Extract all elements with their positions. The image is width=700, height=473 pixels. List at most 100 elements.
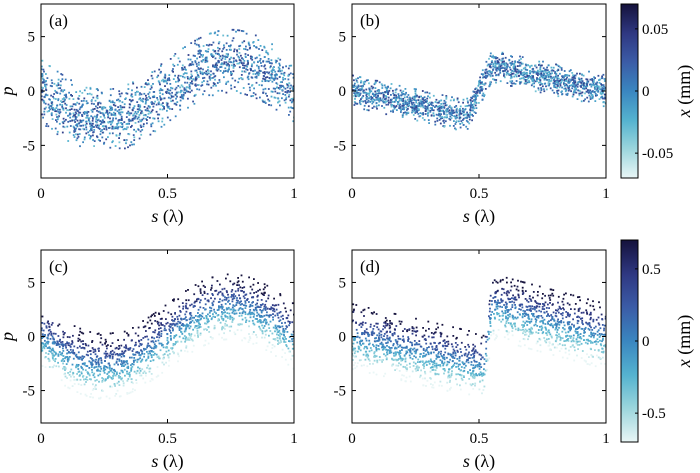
scatter-point <box>122 128 125 131</box>
scatter-point <box>207 300 210 303</box>
scatter-point <box>131 109 134 112</box>
scatter-point <box>286 84 289 86</box>
scatter-point <box>176 352 179 354</box>
scatter-point <box>123 127 126 130</box>
scatter-point <box>91 389 94 391</box>
scatter-point <box>41 59 44 62</box>
scatter-point <box>150 125 153 128</box>
scatter-point <box>135 130 137 133</box>
scatter-point <box>53 93 55 95</box>
scatter-point <box>260 292 263 295</box>
scatter-point <box>98 128 101 130</box>
scatter-point <box>397 93 400 95</box>
scatter-point <box>240 77 242 79</box>
scatter-point <box>423 99 426 102</box>
scatter-point <box>461 112 464 115</box>
scatter-point <box>101 377 104 379</box>
scatter-point <box>418 96 421 99</box>
scatter-point <box>271 304 274 306</box>
scatter-point <box>72 372 75 375</box>
scatter-point <box>238 302 241 305</box>
scatter-point <box>501 51 504 54</box>
scatter-point <box>488 84 491 87</box>
scatter-point <box>415 317 417 320</box>
scatter-point <box>53 351 56 353</box>
scatter-point <box>476 91 479 94</box>
scatter-point <box>598 98 601 100</box>
scatter-point <box>96 369 98 372</box>
scatter-point <box>544 71 547 74</box>
scatter-point <box>273 96 276 99</box>
scatter-point <box>391 101 394 103</box>
scatter-point <box>41 89 44 91</box>
scatter-point <box>291 347 294 350</box>
scatter-point <box>197 298 200 301</box>
scatter-point <box>185 299 188 302</box>
scatter-point <box>118 147 121 150</box>
scatter-point <box>368 90 371 93</box>
scatter-point <box>602 84 604 87</box>
scatter-point <box>276 336 279 339</box>
scatter-point <box>247 83 250 85</box>
scatter-point <box>390 94 392 96</box>
scatter-point <box>263 65 266 68</box>
scatter-point <box>139 357 141 360</box>
scatter-point <box>528 75 531 77</box>
scatter-point <box>89 137 91 140</box>
scatter-point <box>43 107 46 110</box>
scatter-point <box>468 122 471 125</box>
scatter-point <box>426 97 429 100</box>
scatter-point <box>246 298 249 300</box>
scatter-point <box>502 57 505 60</box>
scatter-point <box>592 81 595 83</box>
scatter-point <box>211 284 213 287</box>
scatter-point <box>281 348 284 351</box>
scatter-point <box>157 80 160 83</box>
scatter-point <box>178 335 181 338</box>
scatter-point <box>132 359 135 362</box>
scatter-point <box>265 349 268 351</box>
scatter-point <box>184 81 186 84</box>
scatter-point <box>573 81 576 84</box>
scatter-point <box>452 109 455 112</box>
scatter-point <box>249 337 252 340</box>
scatter-point <box>90 366 93 368</box>
scatter-point <box>559 84 562 87</box>
scatter-point <box>556 76 559 79</box>
scatter-point <box>405 106 408 109</box>
scatter-point <box>412 107 415 110</box>
scatter-point <box>511 63 514 65</box>
scatter-point <box>74 118 77 121</box>
scatter-point <box>219 55 222 58</box>
scatter-point <box>132 382 134 385</box>
scatter-point <box>580 100 583 103</box>
scatter-point <box>271 48 273 51</box>
scatter-point <box>561 93 564 95</box>
scatter-point <box>161 324 164 326</box>
scatter-point <box>155 353 158 356</box>
scatter-point <box>230 74 233 76</box>
scatter-point <box>176 95 178 98</box>
scatter-point <box>580 86 582 88</box>
scatter-point <box>68 97 71 100</box>
y-tick-label: 0 <box>339 84 347 100</box>
scatter-point <box>207 342 210 345</box>
scatter-point <box>104 106 107 109</box>
scatter-point <box>543 88 545 91</box>
scatter-point <box>149 97 152 100</box>
scatter-point <box>458 113 461 116</box>
scatter-point <box>578 78 581 81</box>
scatter-point <box>365 94 368 97</box>
scatter-point <box>270 308 272 311</box>
scatter-point <box>204 61 207 63</box>
scatter-point <box>105 128 108 131</box>
scatter-point <box>42 68 45 71</box>
scatter-point <box>509 66 511 69</box>
scatter-point <box>130 93 133 96</box>
scatter-point <box>272 67 274 69</box>
scatter-point <box>50 102 53 105</box>
scatter-point <box>216 34 219 36</box>
scatter-point <box>89 331 92 333</box>
scatter-point <box>401 106 404 108</box>
scatter-point <box>415 95 418 98</box>
